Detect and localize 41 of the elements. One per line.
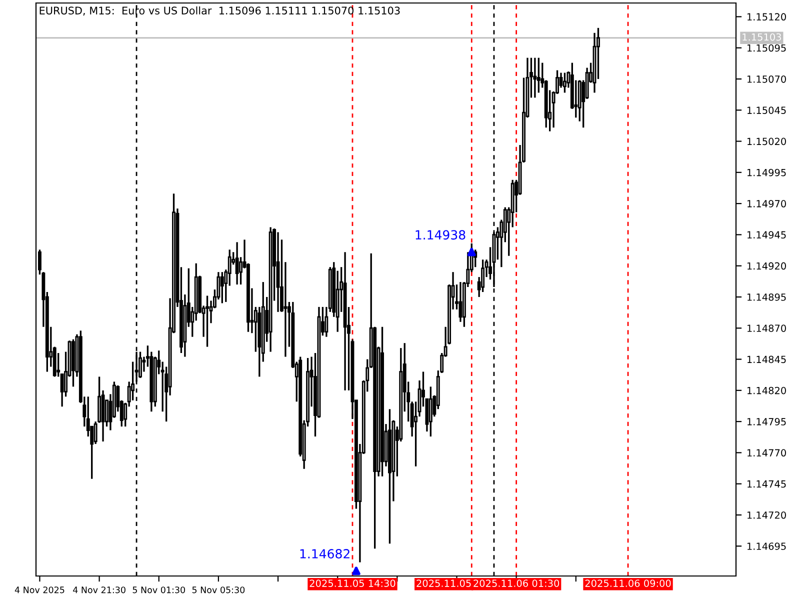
x-tick-label: 5 Nov 01:30	[132, 586, 185, 594]
y-tick-label: 1.14695	[747, 542, 786, 550]
candlestick	[481, 258, 485, 293]
candlestick	[235, 241, 239, 286]
candlestick	[138, 350, 142, 379]
y-tick-label: 1.14720	[747, 511, 786, 519]
chart-title: EURUSD, M15: Euro vs US Dollar 1.15096 1.15111 1.15070 1.15103	[40, 6, 400, 16]
y-tick-label: 1.15045	[747, 106, 786, 114]
y-tick-label: 1.14970	[747, 200, 786, 208]
y-tick-label: 1.14870	[747, 324, 786, 332]
y-tick-label: 1.14920	[747, 262, 786, 270]
y-tick-label: 1.14745	[747, 480, 786, 488]
candlestick	[458, 281, 462, 323]
y-tick-label: 1.15120	[747, 13, 786, 21]
y-tick-label: 1.14820	[747, 386, 786, 394]
ref-line-label: 2025.11.06 09:00	[585, 580, 671, 587]
ref-line-label: 1.15103	[742, 33, 782, 41]
y-tick-label: 1.14770	[747, 449, 786, 457]
x-tick-label: 4 Nov 2025	[14, 586, 64, 594]
ref-line-label: 2025.11.05 14:30	[310, 580, 396, 587]
y-tick-label: 1.15095	[747, 44, 786, 52]
annotation: 1.14938	[416, 230, 466, 240]
y-tick-label: 1.14895	[747, 293, 786, 301]
ref-line-label: 2025.11.06 01:30	[474, 580, 560, 587]
y-tick-label: 1.15070	[747, 75, 786, 83]
y-tick-label: 1.14845	[747, 356, 786, 364]
y-tick-label: 1.15020	[747, 138, 786, 146]
candlestick	[533, 56, 537, 99]
annotation: 1.14682	[300, 549, 350, 558]
y-tick-label: 1.14945	[747, 231, 786, 239]
y-tick-label: 1.14795	[747, 418, 786, 426]
y-tick-label: 1.14995	[747, 168, 786, 176]
candlestick	[536, 56, 540, 94]
candlestick	[428, 386, 432, 438]
ref-line-label: 2025.11.05	[416, 580, 471, 587]
x-tick-label: 4 Nov 21:30	[73, 586, 126, 594]
candlestick	[563, 72, 566, 94]
candlestick	[206, 294, 209, 348]
x-tick-label: 5 Nov 05:30	[192, 586, 245, 594]
candlestick	[220, 271, 224, 304]
candlestick	[284, 261, 288, 358]
